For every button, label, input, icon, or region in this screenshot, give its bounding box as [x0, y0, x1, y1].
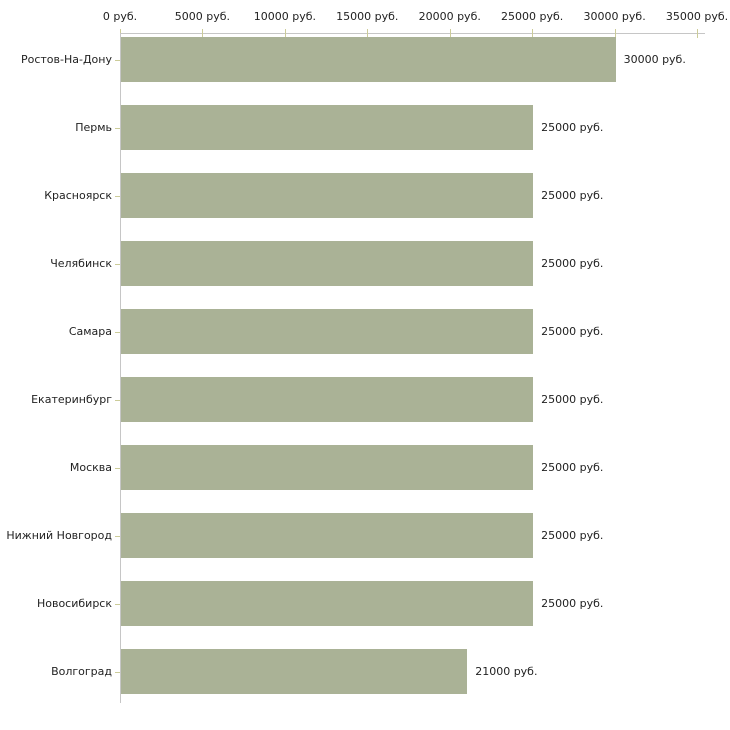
bar-value-label: 25000 руб.	[541, 120, 604, 134]
x-axis-line	[120, 33, 705, 34]
bar-value-label: 25000 руб.	[541, 460, 604, 474]
x-tick-label: 0 руб.	[102, 10, 138, 23]
x-tick-label: 30000 руб.	[583, 10, 646, 23]
x-tick-mark	[697, 29, 698, 38]
bar-value-label: 25000 руб.	[541, 324, 604, 338]
x-tick-label: 10000 руб.	[253, 10, 316, 23]
bar-value-label: 21000 руб.	[475, 664, 538, 678]
category-label: Новосибирск	[36, 596, 112, 610]
bar-value-label: 25000 руб.	[541, 256, 604, 270]
x-tick-label: 35000 руб.	[665, 10, 729, 23]
x-tick-label: 25000 руб.	[501, 10, 564, 23]
x-tick-mark	[367, 29, 369, 38]
bar-value-label: 25000 руб.	[541, 188, 604, 202]
bar-value-label: 30000 руб.	[623, 52, 686, 66]
y-tick-mark	[115, 60, 120, 61]
bar-2	[121, 105, 534, 150]
bar-9	[121, 581, 534, 626]
y-tick-mark	[115, 468, 120, 469]
category-label: Самара	[68, 324, 112, 338]
y-tick-mark	[115, 672, 120, 673]
category-label: Челябинск	[50, 256, 112, 270]
category-label: Пермь	[75, 120, 112, 134]
x-tick-mark	[284, 29, 286, 38]
y-tick-mark	[115, 128, 120, 129]
x-tick-label: 20000 руб.	[418, 10, 481, 23]
bar-3	[121, 173, 534, 218]
y-tick-mark	[115, 264, 120, 265]
bar-value-label: 25000 руб.	[541, 596, 604, 610]
bar-5	[121, 309, 534, 354]
bar-7	[121, 445, 534, 490]
category-label: Москва	[69, 460, 112, 474]
bar-10	[121, 649, 468, 694]
bar-value-label: 25000 руб.	[541, 392, 604, 406]
x-tick-mark	[532, 29, 534, 38]
category-label: Красноярск	[44, 188, 112, 202]
bar-6	[121, 377, 534, 422]
category-label: Екатеринбург	[31, 392, 112, 406]
x-tick-label: 15000 руб.	[336, 10, 399, 23]
x-tick-mark	[202, 29, 204, 38]
category-label: Ростов-На-Дону	[20, 52, 112, 66]
x-tick-mark	[614, 29, 616, 38]
category-label: Волгоград	[51, 664, 112, 678]
y-tick-mark	[115, 604, 120, 605]
category-label: Нижний Новгород	[6, 528, 112, 542]
bar-4	[121, 241, 534, 286]
y-tick-mark	[115, 332, 120, 333]
y-axis-line	[120, 33, 121, 703]
x-tick-mark	[449, 29, 451, 38]
x-tick-label: 5000 руб.	[174, 10, 231, 23]
y-tick-mark	[115, 400, 120, 401]
bar-8	[121, 513, 534, 558]
bar-1	[121, 37, 616, 82]
bar-value-label: 25000 руб.	[541, 528, 604, 542]
y-tick-mark	[115, 196, 120, 197]
y-tick-mark	[115, 536, 120, 537]
